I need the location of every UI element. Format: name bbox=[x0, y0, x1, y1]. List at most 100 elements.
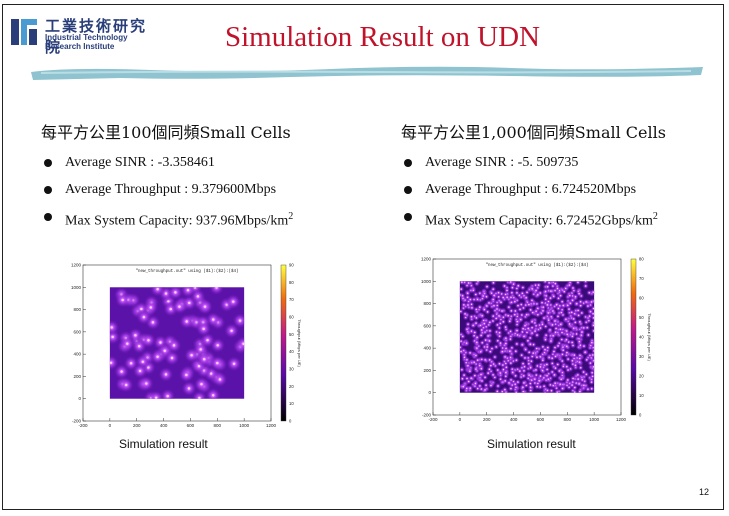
small-cell-center bbox=[548, 319, 550, 321]
small-cell-center bbox=[580, 367, 582, 369]
small-cell-center bbox=[542, 359, 544, 361]
small-cell-center bbox=[526, 291, 528, 293]
small-cell-center bbox=[486, 346, 488, 348]
small-cell bbox=[474, 281, 482, 285]
small-cell-center bbox=[509, 320, 511, 322]
colorbar-tick-label: 70 bbox=[289, 297, 294, 302]
small-cell-center bbox=[485, 384, 487, 386]
small-cell-center bbox=[501, 351, 504, 353]
small-cell-center bbox=[579, 344, 581, 346]
small-cell-center bbox=[562, 304, 564, 307]
small-cell-center bbox=[574, 386, 576, 389]
x-tick-label: 400 bbox=[510, 417, 518, 422]
small-cell-center bbox=[547, 286, 549, 288]
small-cell-center bbox=[109, 361, 113, 364]
small-cell-center bbox=[549, 297, 552, 299]
small-cell-center bbox=[525, 297, 527, 299]
small-cell-center bbox=[475, 317, 478, 319]
small-cell-center bbox=[475, 368, 477, 370]
left-bullet-throughput: Average Throughput : 9.379600Mbps bbox=[41, 180, 293, 207]
small-cell-center bbox=[497, 292, 500, 294]
small-cell-center bbox=[125, 383, 128, 387]
y-tick-label: -200 bbox=[72, 419, 82, 424]
small-cell-center bbox=[475, 322, 477, 324]
small-cell-center bbox=[469, 352, 471, 354]
small-cell bbox=[459, 281, 466, 286]
small-cell-center bbox=[517, 285, 519, 287]
small-cell-center bbox=[583, 384, 585, 386]
small-cell-center bbox=[475, 354, 477, 357]
small-cell-center bbox=[590, 381, 593, 383]
colorbar-tick-label: 40 bbox=[639, 335, 644, 340]
small-cell-center bbox=[503, 285, 506, 287]
small-cell-center bbox=[476, 341, 478, 343]
small-cell-center bbox=[481, 342, 483, 344]
small-cell-center bbox=[206, 338, 209, 342]
small-cell-center bbox=[544, 349, 546, 351]
small-cell-center bbox=[164, 292, 168, 295]
small-cell-center bbox=[509, 338, 511, 340]
small-cell-center bbox=[499, 372, 501, 374]
small-cell-center bbox=[506, 289, 508, 292]
small-cell-center bbox=[480, 334, 482, 336]
small-cell bbox=[590, 363, 595, 371]
small-cell-center bbox=[232, 300, 235, 303]
small-cell-center bbox=[470, 316, 473, 318]
small-cell-center bbox=[579, 321, 581, 323]
small-cell-center bbox=[561, 387, 564, 390]
x-tick-label: 1000 bbox=[589, 417, 600, 422]
left-bullet-capacity: Max System Capacity: 937.96Mbps/km2 bbox=[41, 207, 293, 234]
small-cell bbox=[109, 354, 120, 371]
right-bullet-throughput: Average Throughput : 6.724520Mbps bbox=[401, 180, 666, 207]
small-cell-center bbox=[530, 309, 532, 311]
page-number: 12 bbox=[698, 487, 709, 497]
small-cell-center bbox=[590, 301, 593, 303]
small-cell bbox=[167, 287, 184, 301]
small-cell-center bbox=[543, 317, 545, 319]
small-cell-center bbox=[463, 304, 465, 306]
small-cell-center bbox=[493, 294, 495, 296]
small-cell-center bbox=[475, 293, 477, 296]
small-cell-center bbox=[461, 281, 463, 283]
small-cell-center bbox=[537, 314, 539, 316]
small-cell-center bbox=[515, 391, 517, 393]
small-cell-center bbox=[522, 286, 524, 289]
small-cell-center bbox=[591, 388, 593, 390]
small-cell-center bbox=[565, 318, 567, 320]
small-cell-center bbox=[592, 313, 594, 315]
y-tick-label: 0 bbox=[428, 390, 431, 395]
small-cell-center bbox=[463, 374, 465, 376]
small-cell-center bbox=[574, 321, 576, 323]
small-cell-center bbox=[154, 396, 158, 399]
small-cell-center bbox=[505, 372, 507, 374]
colorbar-tick-label: 80 bbox=[289, 280, 294, 285]
small-cell-center bbox=[495, 317, 497, 320]
left-heading: 每平方公里100個同頻Small Cells bbox=[41, 123, 291, 142]
small-cell-center bbox=[550, 340, 552, 342]
small-cell-center bbox=[553, 350, 555, 353]
small-cell-center bbox=[557, 363, 559, 366]
small-cell-center bbox=[547, 312, 549, 314]
small-cell-center bbox=[524, 325, 526, 327]
small-cell-center bbox=[585, 285, 587, 287]
small-cell-center bbox=[497, 385, 499, 387]
small-cell-center bbox=[539, 375, 542, 377]
small-cell-center bbox=[480, 373, 482, 376]
small-cell-center bbox=[483, 323, 485, 325]
small-cell-center bbox=[546, 304, 548, 306]
y-tick-label: 600 bbox=[423, 323, 431, 328]
itri-logo-icon bbox=[11, 19, 37, 45]
small-cell-center bbox=[527, 327, 529, 330]
small-cell-center bbox=[542, 310, 544, 312]
small-cell-center bbox=[477, 359, 479, 361]
small-cell-center bbox=[473, 361, 475, 363]
small-cell-center bbox=[156, 355, 159, 358]
x-tick-label: 0 bbox=[109, 423, 112, 428]
small-cell-center bbox=[504, 380, 506, 382]
small-cell-center bbox=[536, 386, 538, 388]
small-cell-center bbox=[535, 369, 537, 371]
small-cell-center bbox=[511, 287, 514, 289]
small-cell-center bbox=[496, 324, 498, 326]
small-cell-center bbox=[561, 360, 563, 362]
small-cell-center bbox=[574, 296, 577, 298]
